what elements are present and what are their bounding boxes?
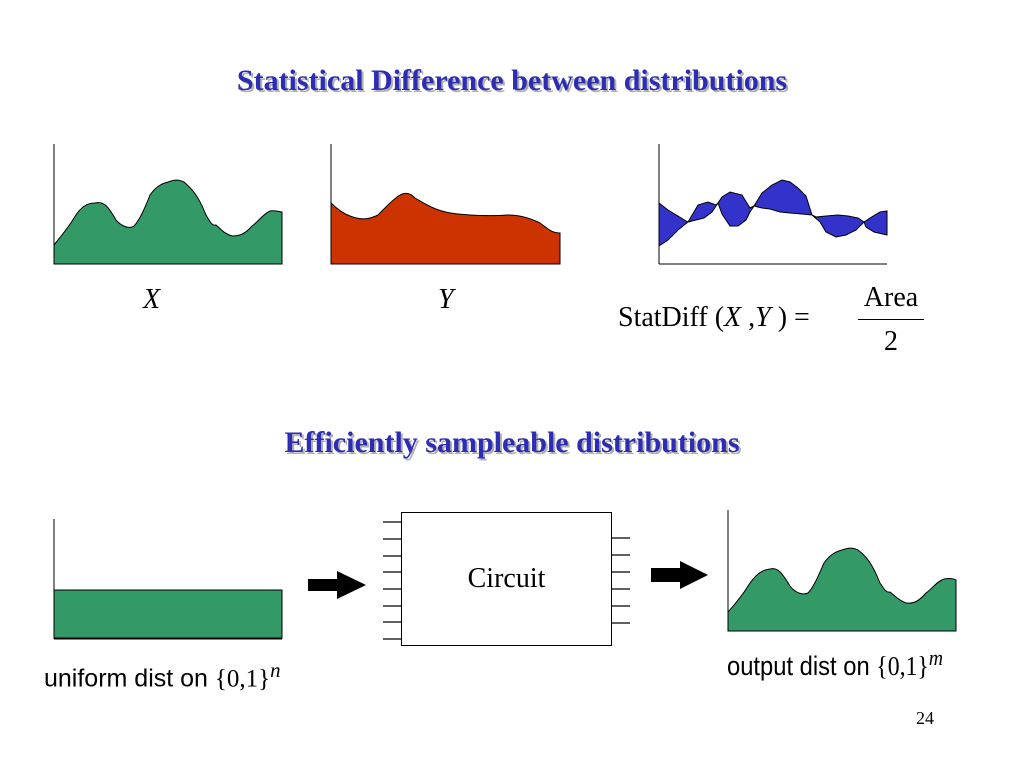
formula-close-paren: ) (777, 302, 788, 333)
statdiff-formula: StatDiff (X ,Y ) = Area 2 (618, 282, 938, 362)
formula-open-paren: ( (714, 302, 725, 333)
arrow-right-icon (651, 561, 708, 589)
distribution-x-plot (53, 144, 283, 265)
circuit-label: Circuit (467, 563, 546, 594)
output-dist-caption: output dist on {0,1}m (727, 645, 943, 682)
distribution-y-area (330, 192, 561, 265)
formula-denominator: 2 (884, 326, 898, 357)
uniform-exponent: n (270, 658, 281, 682)
distribution-y-label: Y (438, 284, 454, 315)
distribution-x-area (53, 179, 283, 265)
fraction-bar (858, 319, 924, 320)
formula-function-name: StatDiff (618, 302, 708, 333)
difference-area (658, 179, 888, 247)
formula-arg-x: X (724, 302, 742, 333)
distribution-x-label: X (143, 284, 161, 315)
distribution-difference-plot (658, 144, 888, 265)
uniform-set: {0,1} (214, 665, 271, 693)
output-distribution-area (727, 547, 957, 632)
section-heading: Efficiently sampleable distributions (284, 426, 740, 459)
formula-arg-y: Y (755, 302, 771, 333)
output-set: {0,1} (876, 651, 929, 681)
uniform-distribution-area (53, 589, 283, 639)
uniform-caption-text: uniform dist on (44, 664, 208, 693)
circuit-output-wires (612, 537, 630, 624)
output-caption-text: output dist on (727, 651, 870, 681)
page-number: 24 (916, 708, 934, 728)
formula-numerator: Area (863, 282, 919, 313)
circuit-box: Circuit (401, 512, 612, 646)
output-exponent: m (928, 645, 944, 670)
formula-lhs: StatDiff (X ,Y ) = (618, 302, 810, 334)
formula-comma: , (748, 302, 756, 333)
formula-equals: = (794, 302, 810, 333)
distribution-y-plot (330, 144, 561, 265)
output-distribution-plot (727, 510, 957, 632)
circuit-input-wires (383, 521, 401, 640)
uniform-distribution-plot (53, 519, 283, 640)
slide-title: Statistical Difference between distribut… (236, 64, 788, 97)
arrow-right-icon (308, 571, 366, 599)
uniform-dist-caption: uniform dist on {0,1}n (44, 658, 281, 693)
